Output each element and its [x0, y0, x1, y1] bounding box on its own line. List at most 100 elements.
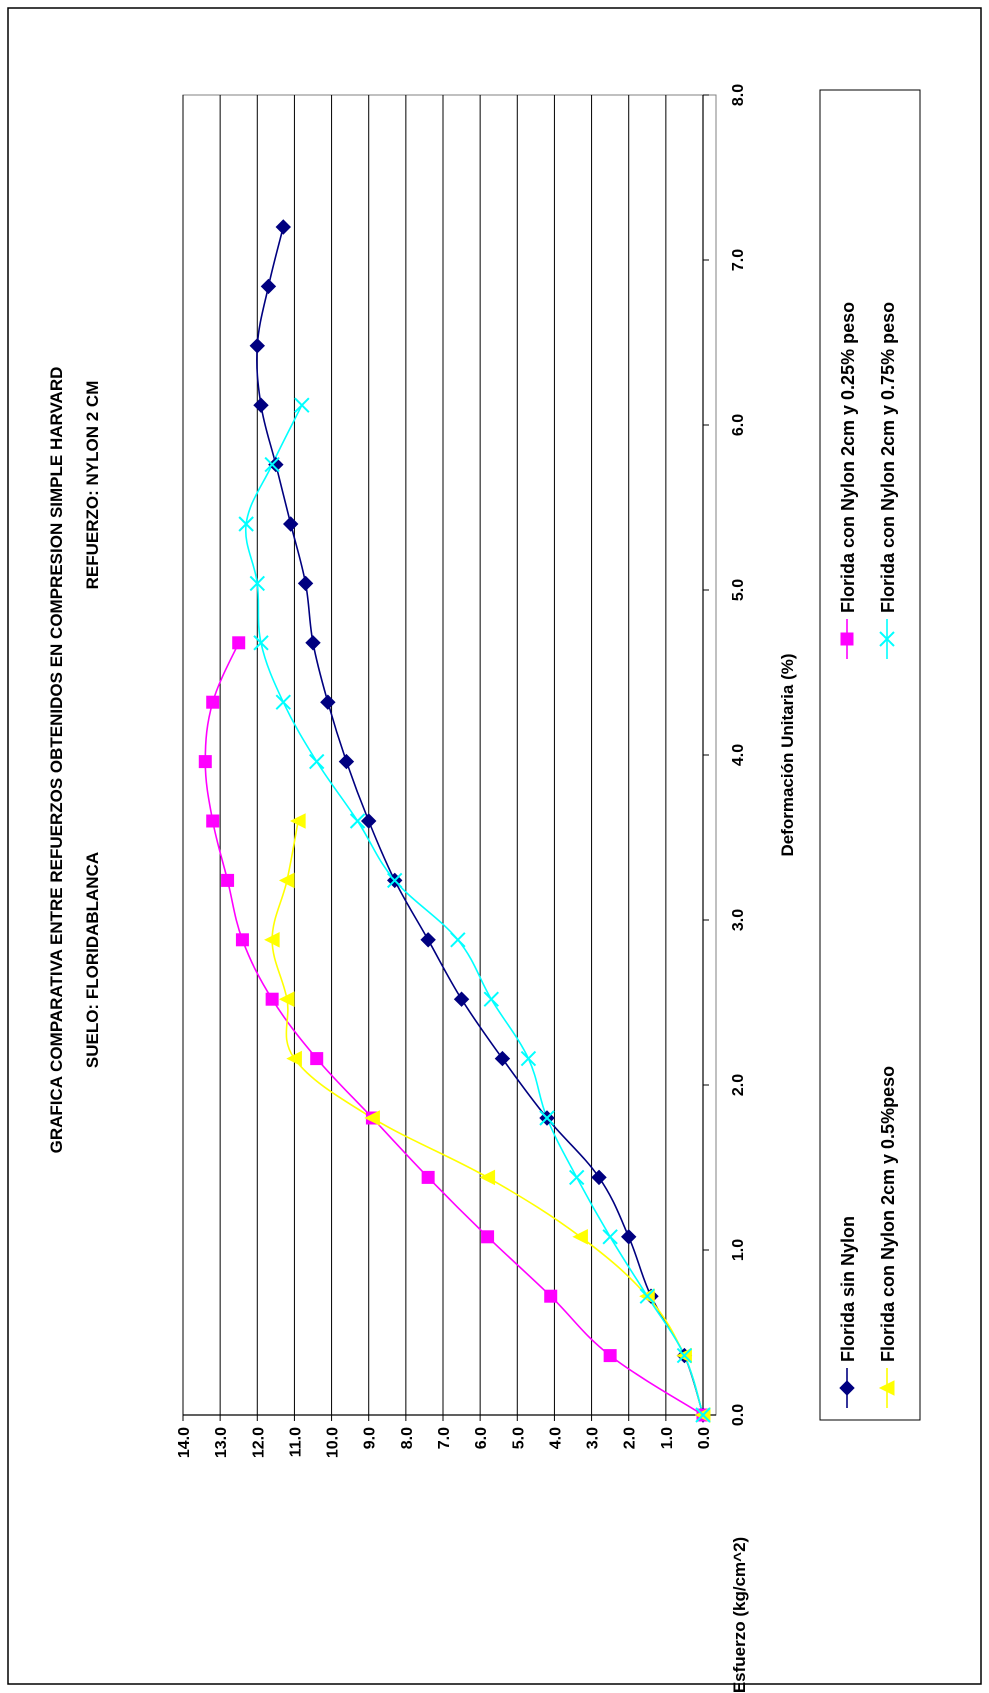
marker-x: [879, 631, 895, 647]
series-markers-3: [238, 397, 711, 1423]
marker-square: [232, 636, 246, 650]
marker-x: [483, 991, 499, 1007]
y-tick-label: 5.0: [510, 1427, 527, 1449]
y-tick-label: 6.0: [473, 1427, 490, 1449]
marker-x-stroke: [253, 635, 269, 651]
x-tick-label: 2.0: [730, 1074, 747, 1096]
legend: [819, 89, 921, 1421]
y-tick-label: 1.0: [659, 1427, 676, 1449]
marker-x-stroke: [387, 872, 403, 889]
chart-subtitle-reinforcement: REFUERZO: NYLON 2 CM: [83, 381, 102, 590]
marker-x: [450, 932, 466, 948]
marker-triangle: [572, 1228, 588, 1245]
marker-x: [569, 1169, 585, 1186]
legend-label: Florida con Nylon 2cm y 0.25% peso: [838, 302, 858, 613]
x-tick-label: 3.0: [730, 909, 747, 931]
marker-x-stroke: [275, 694, 291, 710]
x-tick-label: 0.0: [730, 1404, 747, 1426]
marker-diamond: [621, 1229, 637, 1245]
legend-item-3: Florida con Nylon 2cm y 0.75% peso: [878, 302, 898, 659]
marker-x: [676, 1347, 693, 1364]
marker-x: [275, 694, 291, 710]
legend-item-1: Florida con Nylon 2cm y 0.25% peso: [838, 302, 858, 659]
marker-diamond: [253, 397, 269, 413]
marker-x: [309, 753, 325, 770]
marker-square: [206, 814, 220, 828]
y-axis-title: Esfuerzo (kg/cm^2): [730, 1537, 749, 1693]
x-tick-label: 8.0: [730, 84, 747, 106]
marker-diamond: [275, 219, 291, 235]
marker-triangle: [479, 1169, 496, 1186]
legend-label: Florida con Nylon 2cm y 0.5%peso: [878, 1066, 898, 1362]
marker-x-stroke: [238, 516, 254, 532]
marker-x: [602, 1229, 618, 1245]
marker-x-stroke: [676, 1347, 693, 1364]
marker-triangle: [878, 1380, 895, 1396]
marker-square: [544, 1289, 558, 1303]
marker-diamond: [320, 694, 336, 710]
marker-diamond: [249, 338, 265, 354]
y-tick-label: 14.0: [176, 1427, 193, 1458]
x-tick-label: 4.0: [730, 744, 747, 766]
y-tick-label: 3.0: [585, 1427, 602, 1449]
marker-square: [265, 992, 279, 1006]
marker-triangle: [364, 1110, 380, 1126]
y-tick-label: 2.0: [622, 1427, 639, 1449]
marker-x-stroke: [450, 932, 466, 948]
chart-border: [7, 7, 982, 1685]
marker-diamond: [260, 278, 277, 295]
marker-triangle: [290, 813, 306, 829]
x-tick-label: 6.0: [730, 414, 747, 436]
marker-x-stroke: [483, 991, 499, 1007]
marker-x: [294, 397, 310, 413]
marker-x-stroke: [520, 1050, 537, 1067]
marker-x: [253, 635, 269, 651]
y-tick-label: 9.0: [362, 1427, 379, 1449]
marker-triangle: [286, 1050, 302, 1067]
marker-diamond: [283, 516, 299, 532]
y-tick-label: 13.0: [213, 1427, 230, 1458]
marker-x: [520, 1050, 537, 1067]
marker-diamond: [297, 575, 314, 592]
chart-subtitle-soil: SUELO: FLORIDABLANCA: [83, 852, 102, 1068]
marker-x-stroke: [294, 397, 310, 413]
marker-diamond: [494, 1050, 511, 1067]
marker-x: [539, 1110, 555, 1126]
y-tick-label: 4.0: [547, 1427, 564, 1449]
marker-square: [198, 755, 212, 769]
marker-square: [310, 1052, 324, 1066]
marker-square: [221, 873, 235, 887]
marker-triangle: [278, 991, 295, 1008]
series-markers: [198, 219, 711, 1423]
marker-diamond: [420, 932, 436, 948]
marker-diamond: [361, 813, 377, 829]
grid-lines: [182, 95, 667, 1415]
y-tick-label: 0.0: [696, 1427, 713, 1449]
legend-item-0: Florida sin Nylon: [838, 1216, 858, 1408]
marker-diamond: [305, 635, 321, 651]
y-tick-label: 11.0: [287, 1427, 304, 1457]
marker-square: [206, 695, 220, 709]
marker-x-stroke: [569, 1169, 585, 1186]
x-tick-label: 1.0: [730, 1239, 747, 1261]
x-tick-labels: 0.0 1.0 2.0 3.0 4.0 5.0 6.0 7.0 8.0: [703, 84, 747, 1426]
marker-square: [235, 933, 249, 947]
marker-x-stroke: [639, 1288, 655, 1304]
marker-square: [481, 1230, 495, 1244]
marker-diamond: [839, 1380, 855, 1396]
x-tick-label: 5.0: [730, 579, 747, 601]
marker-square: [840, 632, 854, 646]
y-tick-label: 8.0: [399, 1427, 416, 1449]
marker-x-stroke: [602, 1229, 618, 1245]
marker-square: [603, 1349, 617, 1363]
marker-x: [695, 1407, 711, 1423]
series-line-0: [256, 226, 704, 1415]
x-axis-title: Deformación Unitaria (%): [778, 653, 797, 856]
legend-item-2: Florida con Nylon 2cm y 0.5%peso: [878, 1066, 898, 1408]
marker-diamond: [338, 753, 355, 770]
marker-x-stroke: [349, 813, 366, 829]
legend-items: Florida sin Nylon Florida con Nylon 2cm y…: [838, 302, 898, 1408]
marker-diamond: [453, 991, 470, 1007]
y-tick-labels: 0.0 1.0 2.0 3.0 4.0 5.0 6.0 7.0 8.0 9.0 10.0 11.0 12…: [176, 1415, 713, 1458]
